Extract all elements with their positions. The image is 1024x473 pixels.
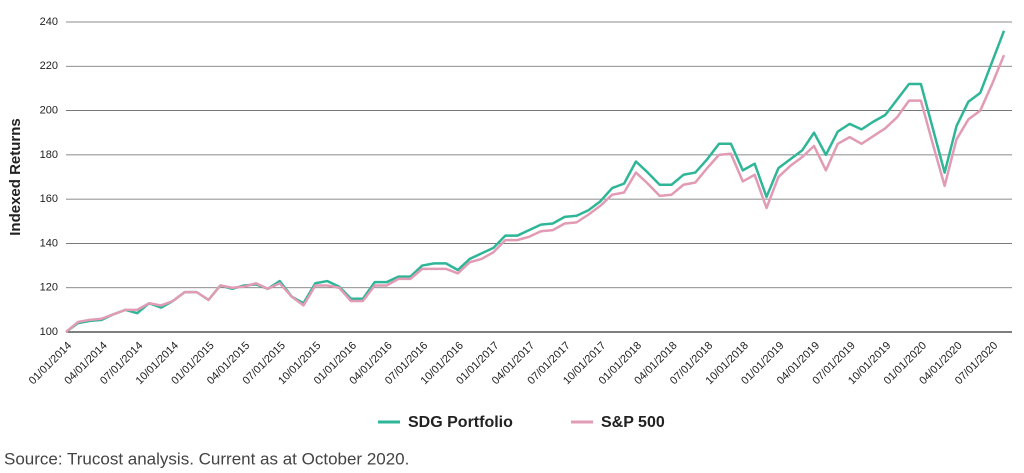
line-series xyxy=(65,30,1006,334)
y-tick-label: 180 xyxy=(40,149,58,161)
y-tick-label: 160 xyxy=(40,193,58,205)
y-tick-label: 120 xyxy=(40,282,58,294)
y-tick-label: 200 xyxy=(40,104,58,116)
line-series xyxy=(65,54,1006,333)
y-tick-label: 240 xyxy=(40,16,58,28)
legend-label: S&P 500 xyxy=(601,414,665,431)
y-tick-label: 220 xyxy=(40,60,58,72)
source-note: Source: Trucost analysis. Current as at … xyxy=(4,449,409,468)
y-tick-label: 140 xyxy=(40,237,58,249)
y-tick-label: 100 xyxy=(40,326,58,338)
legend-label: SDG Portfolio xyxy=(408,414,513,431)
y-axis-label: Indexed Returns xyxy=(7,118,24,236)
